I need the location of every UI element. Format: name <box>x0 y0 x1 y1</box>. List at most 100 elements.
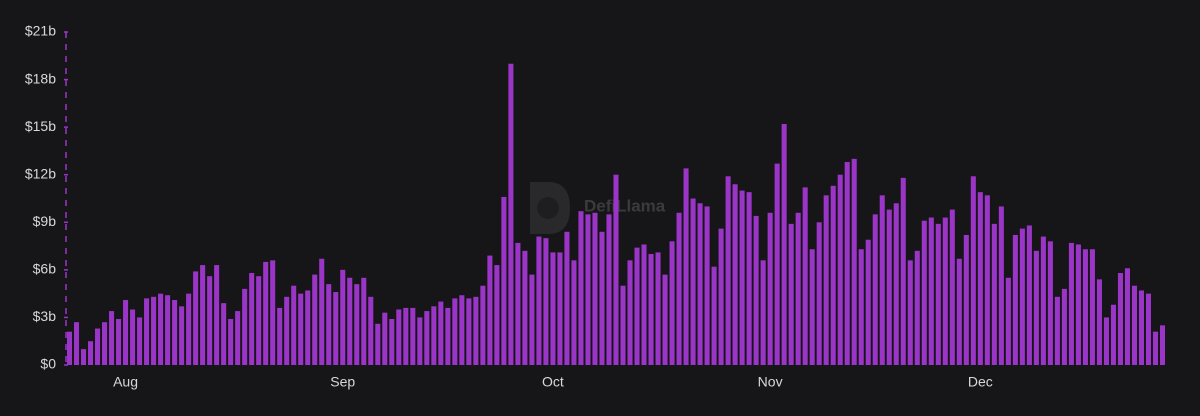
bar <box>753 215 759 365</box>
bar <box>1040 236 1046 365</box>
bar <box>557 252 563 365</box>
bar <box>571 260 577 365</box>
bar <box>669 241 675 365</box>
bar <box>214 265 220 365</box>
bar <box>879 195 885 365</box>
bar <box>760 260 766 365</box>
bar <box>235 311 241 365</box>
bar <box>781 123 787 365</box>
bar <box>1012 234 1018 365</box>
bar <box>809 249 815 365</box>
bar <box>641 244 647 365</box>
x-tick-label: Dec <box>968 374 993 390</box>
bar <box>1019 228 1025 365</box>
bar <box>424 311 430 365</box>
y-tick-label: $21b <box>25 23 56 39</box>
bar <box>459 295 465 365</box>
bar <box>739 190 745 365</box>
bar <box>851 158 857 365</box>
bar <box>655 252 661 365</box>
bar <box>494 265 500 365</box>
bar <box>102 322 108 365</box>
bar <box>200 265 206 365</box>
bar <box>858 249 864 365</box>
bar <box>1103 317 1109 365</box>
bar <box>732 184 738 365</box>
bar <box>606 214 612 365</box>
bar <box>193 271 199 365</box>
bar <box>998 206 1004 365</box>
bar <box>1005 277 1011 365</box>
bar <box>970 176 976 365</box>
bar <box>277 307 283 365</box>
bar <box>263 261 269 365</box>
y-tick-label: $9b <box>33 213 57 229</box>
bar <box>172 299 178 365</box>
bar <box>298 293 304 365</box>
bar <box>95 328 101 365</box>
bar <box>417 317 423 365</box>
bar <box>1117 273 1123 365</box>
x-tick-label: Nov <box>758 374 783 390</box>
bar <box>368 296 374 365</box>
bar <box>256 276 262 365</box>
bar <box>1131 285 1137 365</box>
bar <box>186 293 192 365</box>
bar <box>1159 325 1166 365</box>
bar <box>326 284 332 365</box>
bar <box>312 274 318 365</box>
bar <box>452 298 458 365</box>
bar <box>333 292 339 365</box>
bar <box>802 187 808 365</box>
bar <box>648 254 654 365</box>
bar <box>501 196 507 365</box>
bar <box>515 242 521 365</box>
bar <box>543 238 549 365</box>
x-tick-label: Sep <box>330 374 355 390</box>
bar <box>354 284 360 365</box>
bar <box>725 176 731 365</box>
bar <box>935 223 941 365</box>
bar <box>508 63 514 365</box>
bar <box>165 295 171 365</box>
bar <box>585 214 591 365</box>
bar <box>123 299 129 365</box>
y-tick-label: $0 <box>40 356 56 372</box>
bar <box>683 168 689 365</box>
bar <box>676 212 682 365</box>
bar <box>1033 250 1039 365</box>
bar <box>466 298 472 365</box>
watermark-text: DefiLlama <box>584 196 666 215</box>
bar <box>718 228 724 365</box>
bar <box>179 306 185 365</box>
y-tick-label: $15b <box>25 118 56 134</box>
bar <box>480 285 486 365</box>
bar <box>1061 288 1067 365</box>
bar <box>564 231 570 365</box>
bar <box>445 307 451 365</box>
bar <box>872 214 878 365</box>
bar <box>1145 293 1152 365</box>
bar <box>158 293 164 365</box>
bar <box>73 322 80 365</box>
bar <box>956 258 962 365</box>
bar <box>375 323 381 365</box>
bar <box>144 298 150 365</box>
bar <box>249 273 255 365</box>
bar <box>942 217 948 365</box>
bar <box>690 198 696 365</box>
x-tick-label: Oct <box>542 374 564 390</box>
bar <box>403 307 409 365</box>
bar <box>151 296 157 365</box>
bar <box>1082 249 1088 365</box>
bar <box>88 341 94 365</box>
bar <box>977 192 983 365</box>
bar <box>66 331 73 365</box>
bar <box>305 290 311 365</box>
bar <box>634 247 640 365</box>
x-tick-label: Aug <box>113 374 138 390</box>
bar <box>80 349 87 365</box>
bar <box>900 177 906 365</box>
